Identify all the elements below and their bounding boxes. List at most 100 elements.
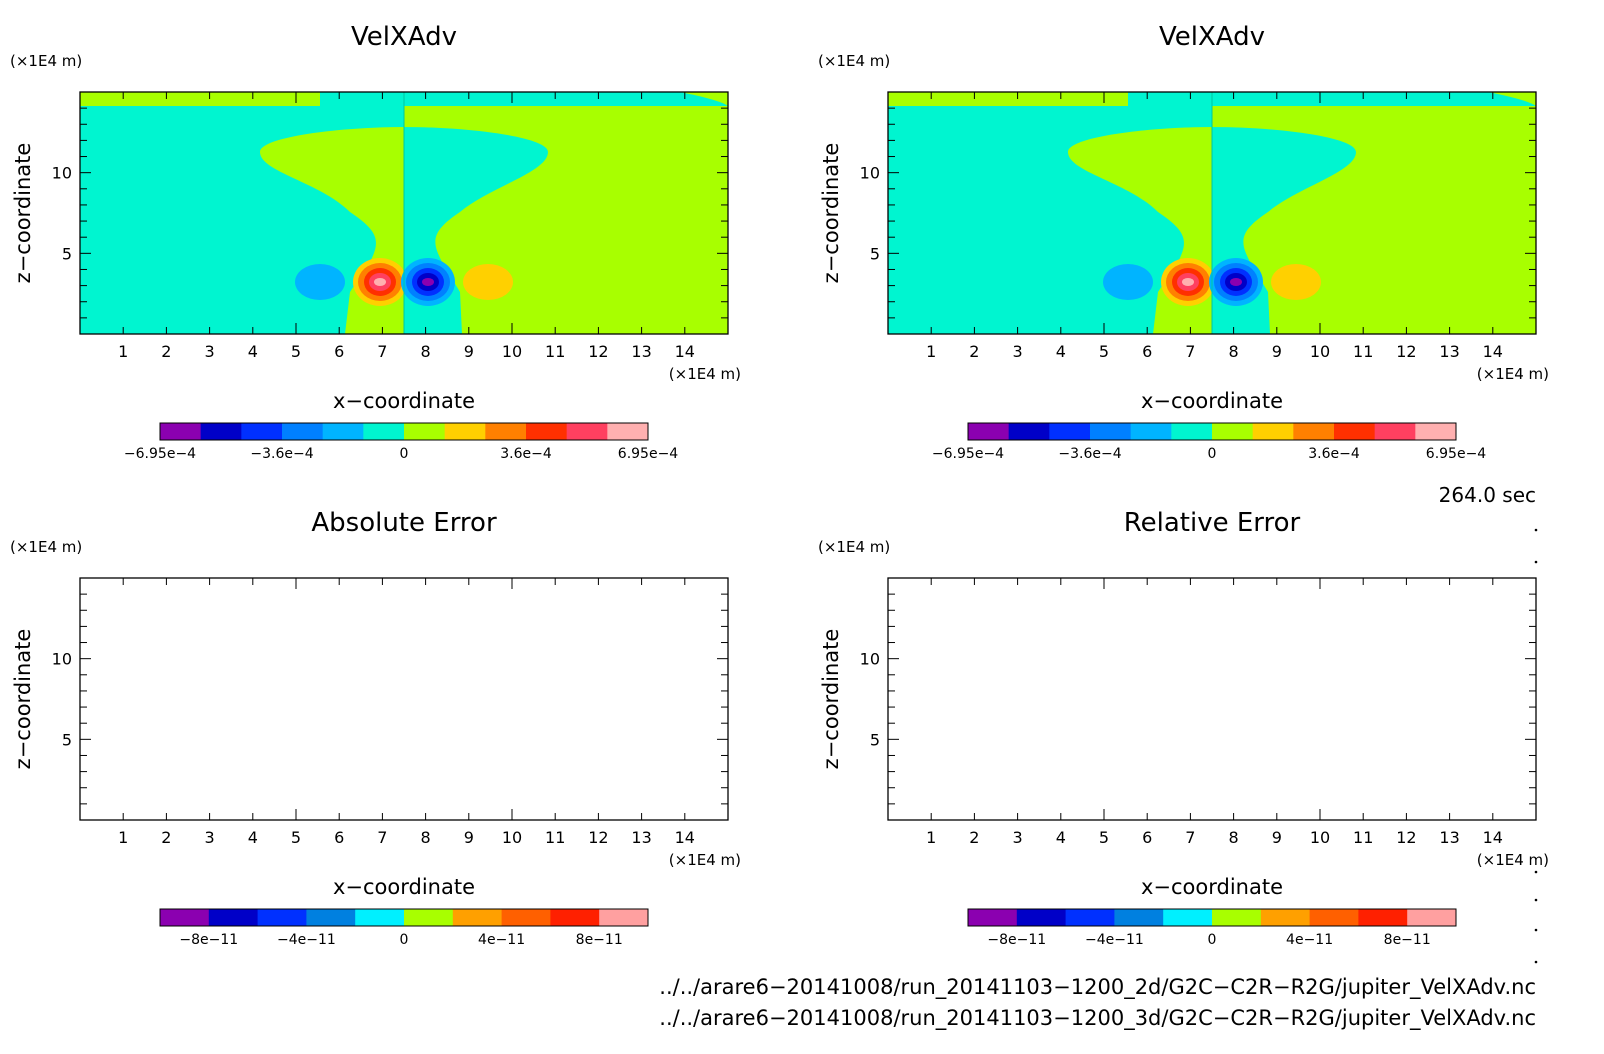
colorbar-label: 4e−11 xyxy=(1286,932,1333,948)
colorbar-swatch xyxy=(1293,423,1335,440)
x-tick-label: 12 xyxy=(1396,342,1416,361)
field-core-negative-5 xyxy=(1230,278,1242,286)
x-tick-label: 5 xyxy=(291,342,301,361)
x-axis-label: x−coordinate xyxy=(1141,389,1283,413)
colorbar-frame xyxy=(967,422,1457,441)
colorbar-label: 4e−11 xyxy=(478,932,525,948)
colorbar-swatch xyxy=(1407,909,1457,926)
colorbar-label: 0 xyxy=(1208,932,1217,948)
field-blob-east xyxy=(1271,264,1321,300)
colorbar-swatch xyxy=(1049,423,1091,440)
colorbar-swatch xyxy=(1212,423,1254,440)
x-tick-label: 12 xyxy=(1396,828,1416,847)
field-strip-top-right xyxy=(1212,92,1536,106)
x-tick-label: 1 xyxy=(926,342,936,361)
x-tick-label: 9 xyxy=(1272,342,1282,361)
colorbar-swatch xyxy=(208,909,258,926)
field-strip-top-left xyxy=(80,92,320,106)
field-core-negative-5 xyxy=(422,278,434,286)
y-tick-label: 5 xyxy=(62,244,72,263)
y-tick-label: 5 xyxy=(870,730,880,749)
file-path-3d: ../../arare6−20141008/run_20141103−1200_… xyxy=(659,1006,1536,1031)
y-axis-label: z−coordinate xyxy=(819,629,843,770)
colorbar-swatch xyxy=(1090,423,1132,440)
colorbar-swatch xyxy=(599,909,649,926)
colorbar-swatch xyxy=(160,909,210,926)
colorbar-swatch xyxy=(160,423,202,440)
colorbar-swatch xyxy=(485,423,527,440)
x-tick-label: 6 xyxy=(1142,342,1152,361)
x-tick-label: 1 xyxy=(118,828,128,847)
colorbar-swatch xyxy=(1114,909,1164,926)
x-tick-label: 8 xyxy=(1229,828,1239,847)
x-tick-label: 7 xyxy=(1185,828,1195,847)
x-tick-label: 3 xyxy=(1013,342,1023,361)
x-tick-label: 10 xyxy=(1310,342,1330,361)
colorbar-swatch xyxy=(355,909,405,926)
colorbar-swatch xyxy=(1016,909,1066,926)
x-tick-label: 8 xyxy=(421,828,431,847)
x-tick-label: 7 xyxy=(377,342,387,361)
colorbar-label: 0 xyxy=(400,446,409,462)
x-axis-label: x−coordinate xyxy=(1141,875,1283,899)
colorbar-label: 3.6e−4 xyxy=(500,446,552,462)
colorbar-swatch xyxy=(404,909,454,926)
panel-title: VelXAdv xyxy=(1159,22,1265,52)
colorbar-swatch xyxy=(1008,423,1050,440)
colorbar-swatch xyxy=(1252,423,1294,440)
x-tick-label: 5 xyxy=(291,828,301,847)
field-strip-top-left xyxy=(888,92,1128,106)
colorbar-swatch xyxy=(501,909,551,926)
colorbar-swatch xyxy=(968,909,1018,926)
x-tick-label: 2 xyxy=(161,828,171,847)
time-label: 264.0 sec xyxy=(1439,483,1536,507)
x-tick-label: 4 xyxy=(248,828,258,847)
colorbar-swatch xyxy=(1415,423,1457,440)
panel-3: Absolute Error(×1E4 m)1 2 3 4 5 6 7 8 9 10 11 12 13 1… xyxy=(10,508,741,948)
colorbar-swatch xyxy=(550,909,600,926)
field-corner-top-right xyxy=(680,92,728,106)
plot-frame xyxy=(887,577,1537,821)
x-tick-label: 7 xyxy=(377,828,387,847)
x-tick-label: 7 xyxy=(1185,342,1195,361)
y-unit-label: (×1E4 m) xyxy=(10,538,82,556)
x-tick-label: 6 xyxy=(1142,828,1152,847)
x-tick-label: 14 xyxy=(1483,828,1503,847)
x-unit-label: (×1E4 m) xyxy=(669,851,741,869)
panel-4: Relative Error(×1E4 m)1 2 3 4 5 6 7 8 9 10 11 12 13 1… xyxy=(818,508,1549,948)
x-tick-label: 11 xyxy=(545,342,565,361)
colorbar-label: −3.6e−4 xyxy=(1058,446,1121,462)
panel-2: VelXAdv(×1E4 m)1 2 3 4 5 6 7 8 9 10 11 12 13 14510(×1… xyxy=(818,22,1549,462)
colorbar-swatch xyxy=(452,909,502,926)
field-blob-west xyxy=(295,264,345,300)
colorbar-swatch xyxy=(1212,909,1262,926)
y-unit-label: (×1E4 m) xyxy=(818,538,890,556)
x-tick-label: 8 xyxy=(1229,342,1239,361)
x-tick-label: 11 xyxy=(1353,828,1373,847)
field-core-positive-5 xyxy=(374,278,386,286)
x-unit-label: (×1E4 m) xyxy=(669,365,741,383)
y-unit-label: (×1E4 m) xyxy=(818,52,890,70)
panel-title: VelXAdv xyxy=(351,22,457,52)
colorbar-swatch xyxy=(1130,423,1172,440)
colorbar-label: −3.6e−4 xyxy=(250,446,313,462)
x-tick-label: 10 xyxy=(1310,828,1330,847)
x-unit-label: (×1E4 m) xyxy=(1477,851,1549,869)
colorbar-swatch xyxy=(1260,909,1310,926)
colorbar-swatch xyxy=(566,423,608,440)
x-tick-label: 3 xyxy=(205,828,215,847)
y-tick-label: 10 xyxy=(860,164,880,183)
colorbar-swatch xyxy=(200,423,242,440)
colorbar-label: 3.6e−4 xyxy=(1308,446,1360,462)
x-tick-label: 3 xyxy=(1013,828,1023,847)
colorbar-label: −8e−11 xyxy=(179,932,238,948)
colorbar-swatch xyxy=(363,423,405,440)
y-axis-label: z−coordinate xyxy=(11,629,35,770)
colorbar-swatch xyxy=(1374,423,1416,440)
x-tick-label: 2 xyxy=(969,342,979,361)
x-tick-label: 9 xyxy=(1272,828,1282,847)
colorbar-label: −4e−11 xyxy=(277,932,336,948)
colorbar-label: −8e−11 xyxy=(987,932,1046,948)
colorbar-label: −4e−11 xyxy=(1085,932,1144,948)
